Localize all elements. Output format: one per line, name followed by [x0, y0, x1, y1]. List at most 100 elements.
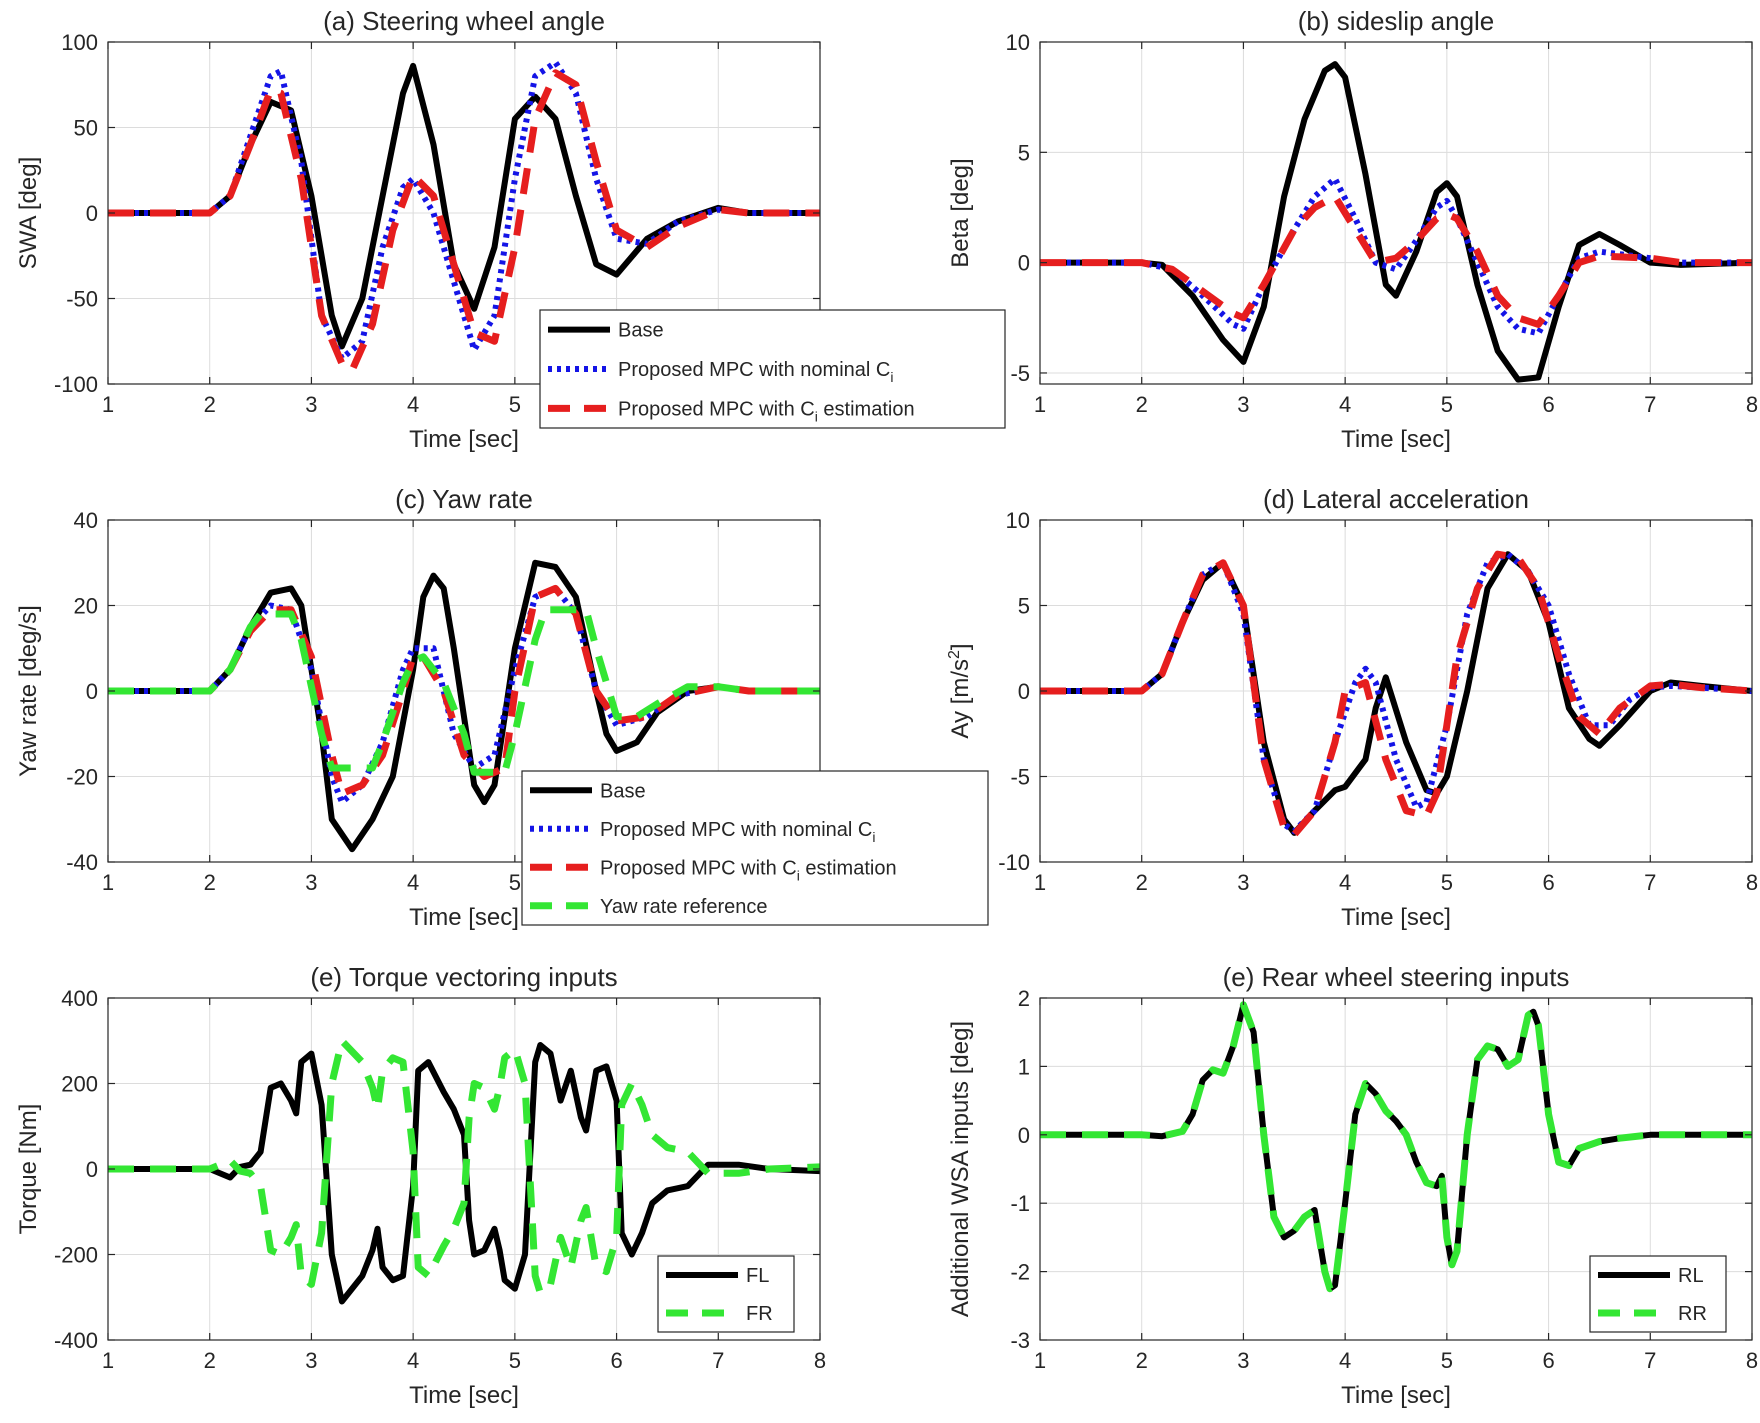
x-tick-label: 7: [712, 1348, 724, 1373]
legend-box: [1589, 1255, 1727, 1333]
x-axis-label: Time [sec]: [409, 426, 519, 453]
x-tick-label: 4: [407, 1348, 419, 1373]
y-tick-label: 10: [1006, 508, 1030, 533]
x-tick-label: 8: [1746, 1348, 1758, 1373]
y-axis-label: Additional WSA inputs [deg]: [947, 1021, 974, 1317]
y-tick-label: 2: [1018, 986, 1030, 1011]
legend-label: Base: [600, 780, 646, 802]
series-line-base: [108, 559, 820, 853]
series-line-proposed-mpc-with-nominal-c-i: [1040, 175, 1752, 337]
x-tick-label: 4: [407, 392, 419, 417]
x-tick-label: 5: [509, 1348, 521, 1373]
legend-label: Yaw rate reference: [600, 896, 768, 918]
series-group: [108, 559, 820, 853]
y-axis-label: Yaw rate [deg/s]: [15, 605, 42, 777]
x-axis-label: Time [sec]: [1341, 904, 1451, 931]
x-tick-label: 3: [1237, 392, 1249, 417]
chart-title: (b) sideslip angle: [1298, 6, 1495, 36]
x-tick-label: 5: [509, 870, 521, 895]
x-axis-label: Time [sec]: [409, 904, 519, 931]
y-tick-label: 0: [86, 1157, 98, 1182]
y-tick-label: -20: [66, 765, 98, 790]
x-tick-label: 5: [1441, 392, 1453, 417]
series-line-base: [1040, 61, 1752, 383]
y-axis-label: Beta [deg]: [947, 158, 974, 267]
series-group: [108, 1037, 820, 1305]
legend-c: Base Proposed MPC with nominal Ci Proposed…: [521, 770, 989, 926]
x-tick-label: 3: [305, 392, 317, 417]
chart-title: (c) Yaw rate: [395, 484, 533, 514]
series-line-proposed-mpc-with-nominal-c-i: [1040, 551, 1752, 835]
y-tick-label: 10: [1006, 30, 1030, 55]
legend-a: Base Proposed MPC with nominal Ci Proposed…: [539, 309, 1006, 429]
x-axis-label: Time [sec]: [409, 1382, 519, 1409]
x-axis-label: Time [sec]: [1341, 1382, 1451, 1409]
x-axis-label: Time [sec]: [1341, 426, 1451, 453]
series-group: [1040, 1001, 1752, 1293]
chart-d: 1 2 3 4 5 6 7 8 -10 -5 0 5 10 (d) Lateral acceleratio…: [946, 484, 1758, 931]
x-tick-label: 7: [1644, 1348, 1656, 1373]
y-axis-label: SWA [deg]: [15, 157, 42, 270]
y-tick-label: 5: [1018, 594, 1030, 619]
y-tick-label: 0: [1018, 251, 1030, 276]
series-line-rr: [1040, 1001, 1752, 1293]
x-tick-label: 4: [1339, 1348, 1351, 1373]
y-tick-label: 0: [1018, 679, 1030, 704]
legend-label: Base: [618, 320, 664, 342]
x-tick-label: 1: [102, 392, 114, 417]
legend-e1: FL FR: [657, 1255, 795, 1333]
legend-label: Proposed MPC with nominal Ci: [600, 819, 875, 845]
y-tick-label: -400: [54, 1328, 98, 1353]
y-tick-label: -200: [54, 1243, 98, 1268]
y-tick-label: -2: [1010, 1260, 1030, 1285]
x-tick-label: 1: [1034, 1348, 1046, 1373]
x-tick-label: 6: [610, 1348, 622, 1373]
axes-box: [1039, 997, 1753, 1341]
x-tick-label: 4: [1339, 392, 1351, 417]
y-tick-label: 400: [61, 986, 98, 1011]
y-tick-label: -10: [998, 850, 1030, 875]
x-tick-label: 2: [204, 392, 216, 417]
series-line-proposed-mpc-with-c-i-estimation: [1040, 550, 1752, 839]
legend-box: [521, 770, 989, 926]
y-tick-label: -40: [66, 850, 98, 875]
chart-title: (d) Lateral acceleration: [1263, 484, 1529, 514]
chart-e2: 1 2 3 4 5 6 7 8 -3 -2 -1 0 1 2 (e) Rear wheel steering…: [947, 962, 1758, 1409]
x-tick-label: 2: [1136, 392, 1148, 417]
x-tick-label: 5: [1441, 1348, 1453, 1373]
x-tick-label: 1: [1034, 870, 1046, 895]
x-tick-label: 6: [1542, 1348, 1554, 1373]
y-axis-label: Torque [Nm]: [15, 1104, 42, 1235]
x-tick-label: 3: [305, 1348, 317, 1373]
legend-label: Proposed MPC with Ci estimation: [600, 857, 897, 883]
y-tick-label: -1: [1010, 1191, 1030, 1216]
series-line-proposed-mpc-with-c-i-estimation: [108, 69, 820, 374]
chart-b: 1 2 3 4 5 6 7 8 -5 0 5 10 (b) sideslip angle Time [se…: [947, 6, 1758, 453]
legend-e2: RL RR: [1589, 1255, 1727, 1333]
legend-label: RR: [1678, 1303, 1707, 1325]
series-group: [108, 59, 820, 374]
x-tick-label: 3: [1237, 1348, 1249, 1373]
series-line-proposed-mpc-with-c-i-estimation: [1040, 193, 1752, 328]
legend-label: FR: [746, 1303, 773, 1325]
y-tick-label: -50: [66, 287, 98, 312]
series-line-fr: [108, 1037, 820, 1297]
y-tick-label: 20: [74, 594, 98, 619]
series-line-proposed-mpc-with-c-i-estimation: [108, 584, 820, 798]
y-axis-label: Ay [m/s2]: [946, 643, 974, 738]
x-tick-label: 3: [305, 870, 317, 895]
legend-label: FL: [746, 1265, 769, 1287]
chart-title: (e) Torque vectoring inputs: [310, 962, 617, 992]
x-tick-label: 4: [1339, 870, 1351, 895]
legend-box: [657, 1255, 795, 1333]
y-tick-label: 40: [74, 508, 98, 533]
x-tick-label: 8: [1746, 392, 1758, 417]
series-line-yaw-rate-reference: [108, 606, 820, 776]
legend-label: Proposed MPC with Ci estimation: [618, 398, 915, 424]
legend-label: Proposed MPC with nominal Ci: [618, 359, 893, 385]
x-tick-label: 6: [1542, 870, 1554, 895]
y-tick-label: 50: [74, 116, 98, 141]
x-tick-label: 5: [509, 392, 521, 417]
y-tick-label: -5: [1010, 765, 1030, 790]
